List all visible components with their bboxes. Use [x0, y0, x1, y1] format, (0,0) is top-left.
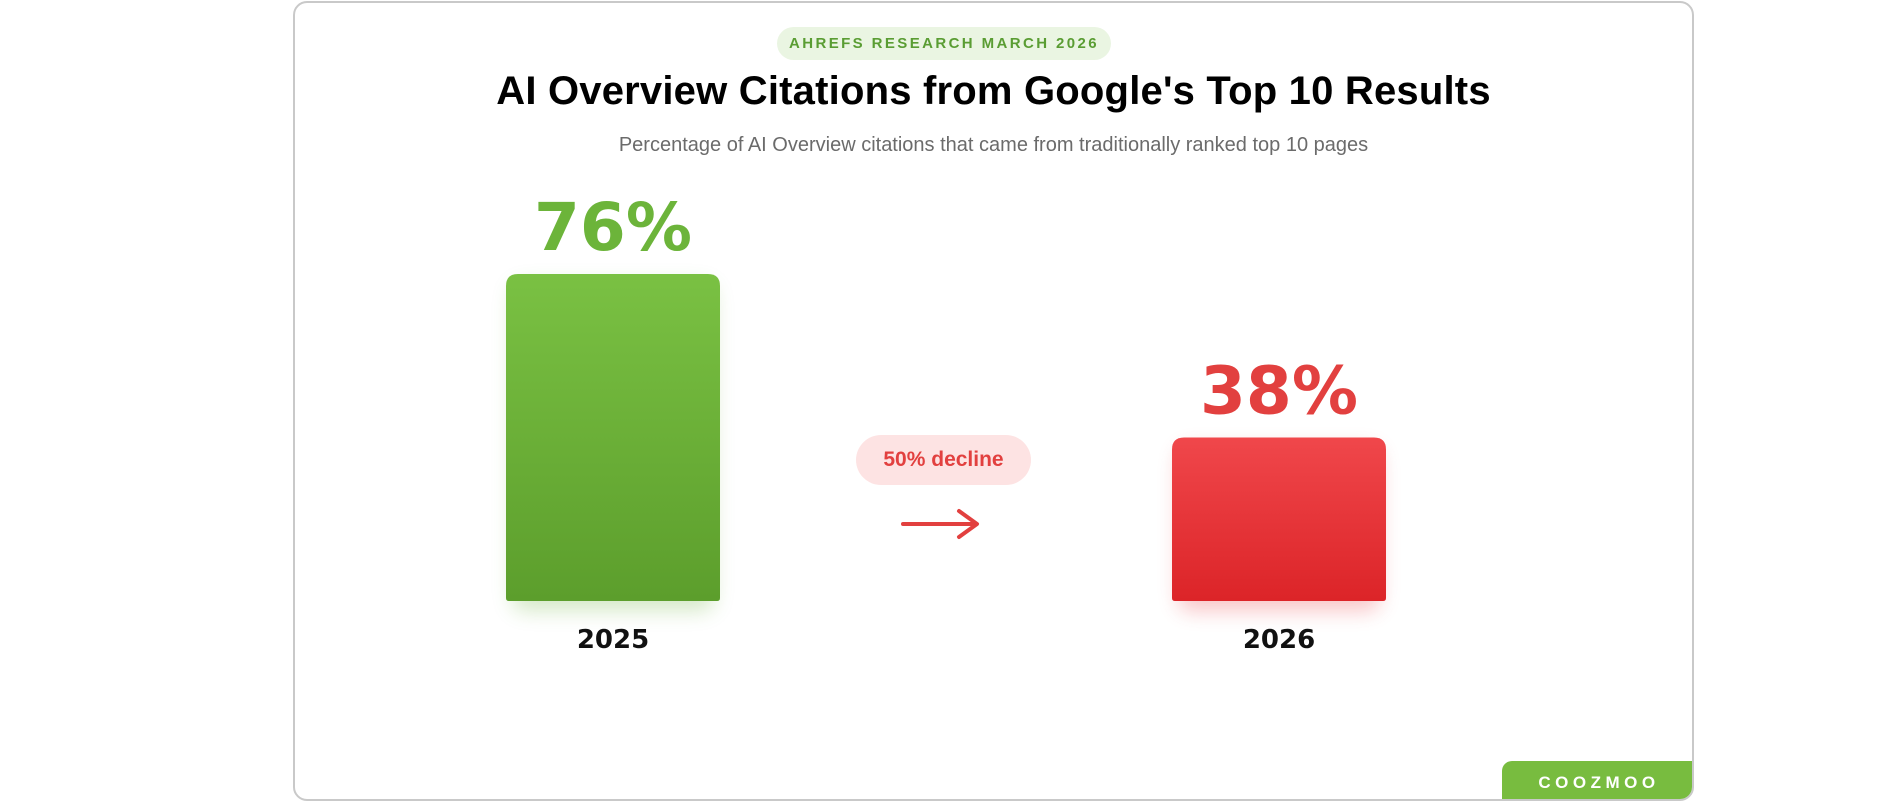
- category-label-2025: 2025: [577, 625, 649, 655]
- chart-title: AI Overview Citations from Google's Top …: [496, 69, 1491, 113]
- bar-2026: [1172, 437, 1386, 601]
- decline-badge: 50% decline: [856, 435, 1031, 485]
- bar-chart: 76% 2025 38% 2026: [506, 189, 1386, 655]
- source-badge: AHREFS RESEARCH MARCH 2026: [777, 27, 1111, 60]
- bar-2025: [506, 274, 720, 601]
- chart-card: AHREFS RESEARCH MARCH 2026 AI Overview C…: [293, 1, 1694, 801]
- value-label-2026: 38%: [1200, 353, 1358, 430]
- arrow-right-icon: [901, 509, 979, 539]
- value-label-2025: 76%: [534, 189, 692, 266]
- chart-subtitle: Percentage of AI Overview citations that…: [618, 134, 1369, 156]
- category-label-2026: 2026: [1243, 625, 1315, 655]
- brand-logo: COOZMOO: [1502, 761, 1692, 799]
